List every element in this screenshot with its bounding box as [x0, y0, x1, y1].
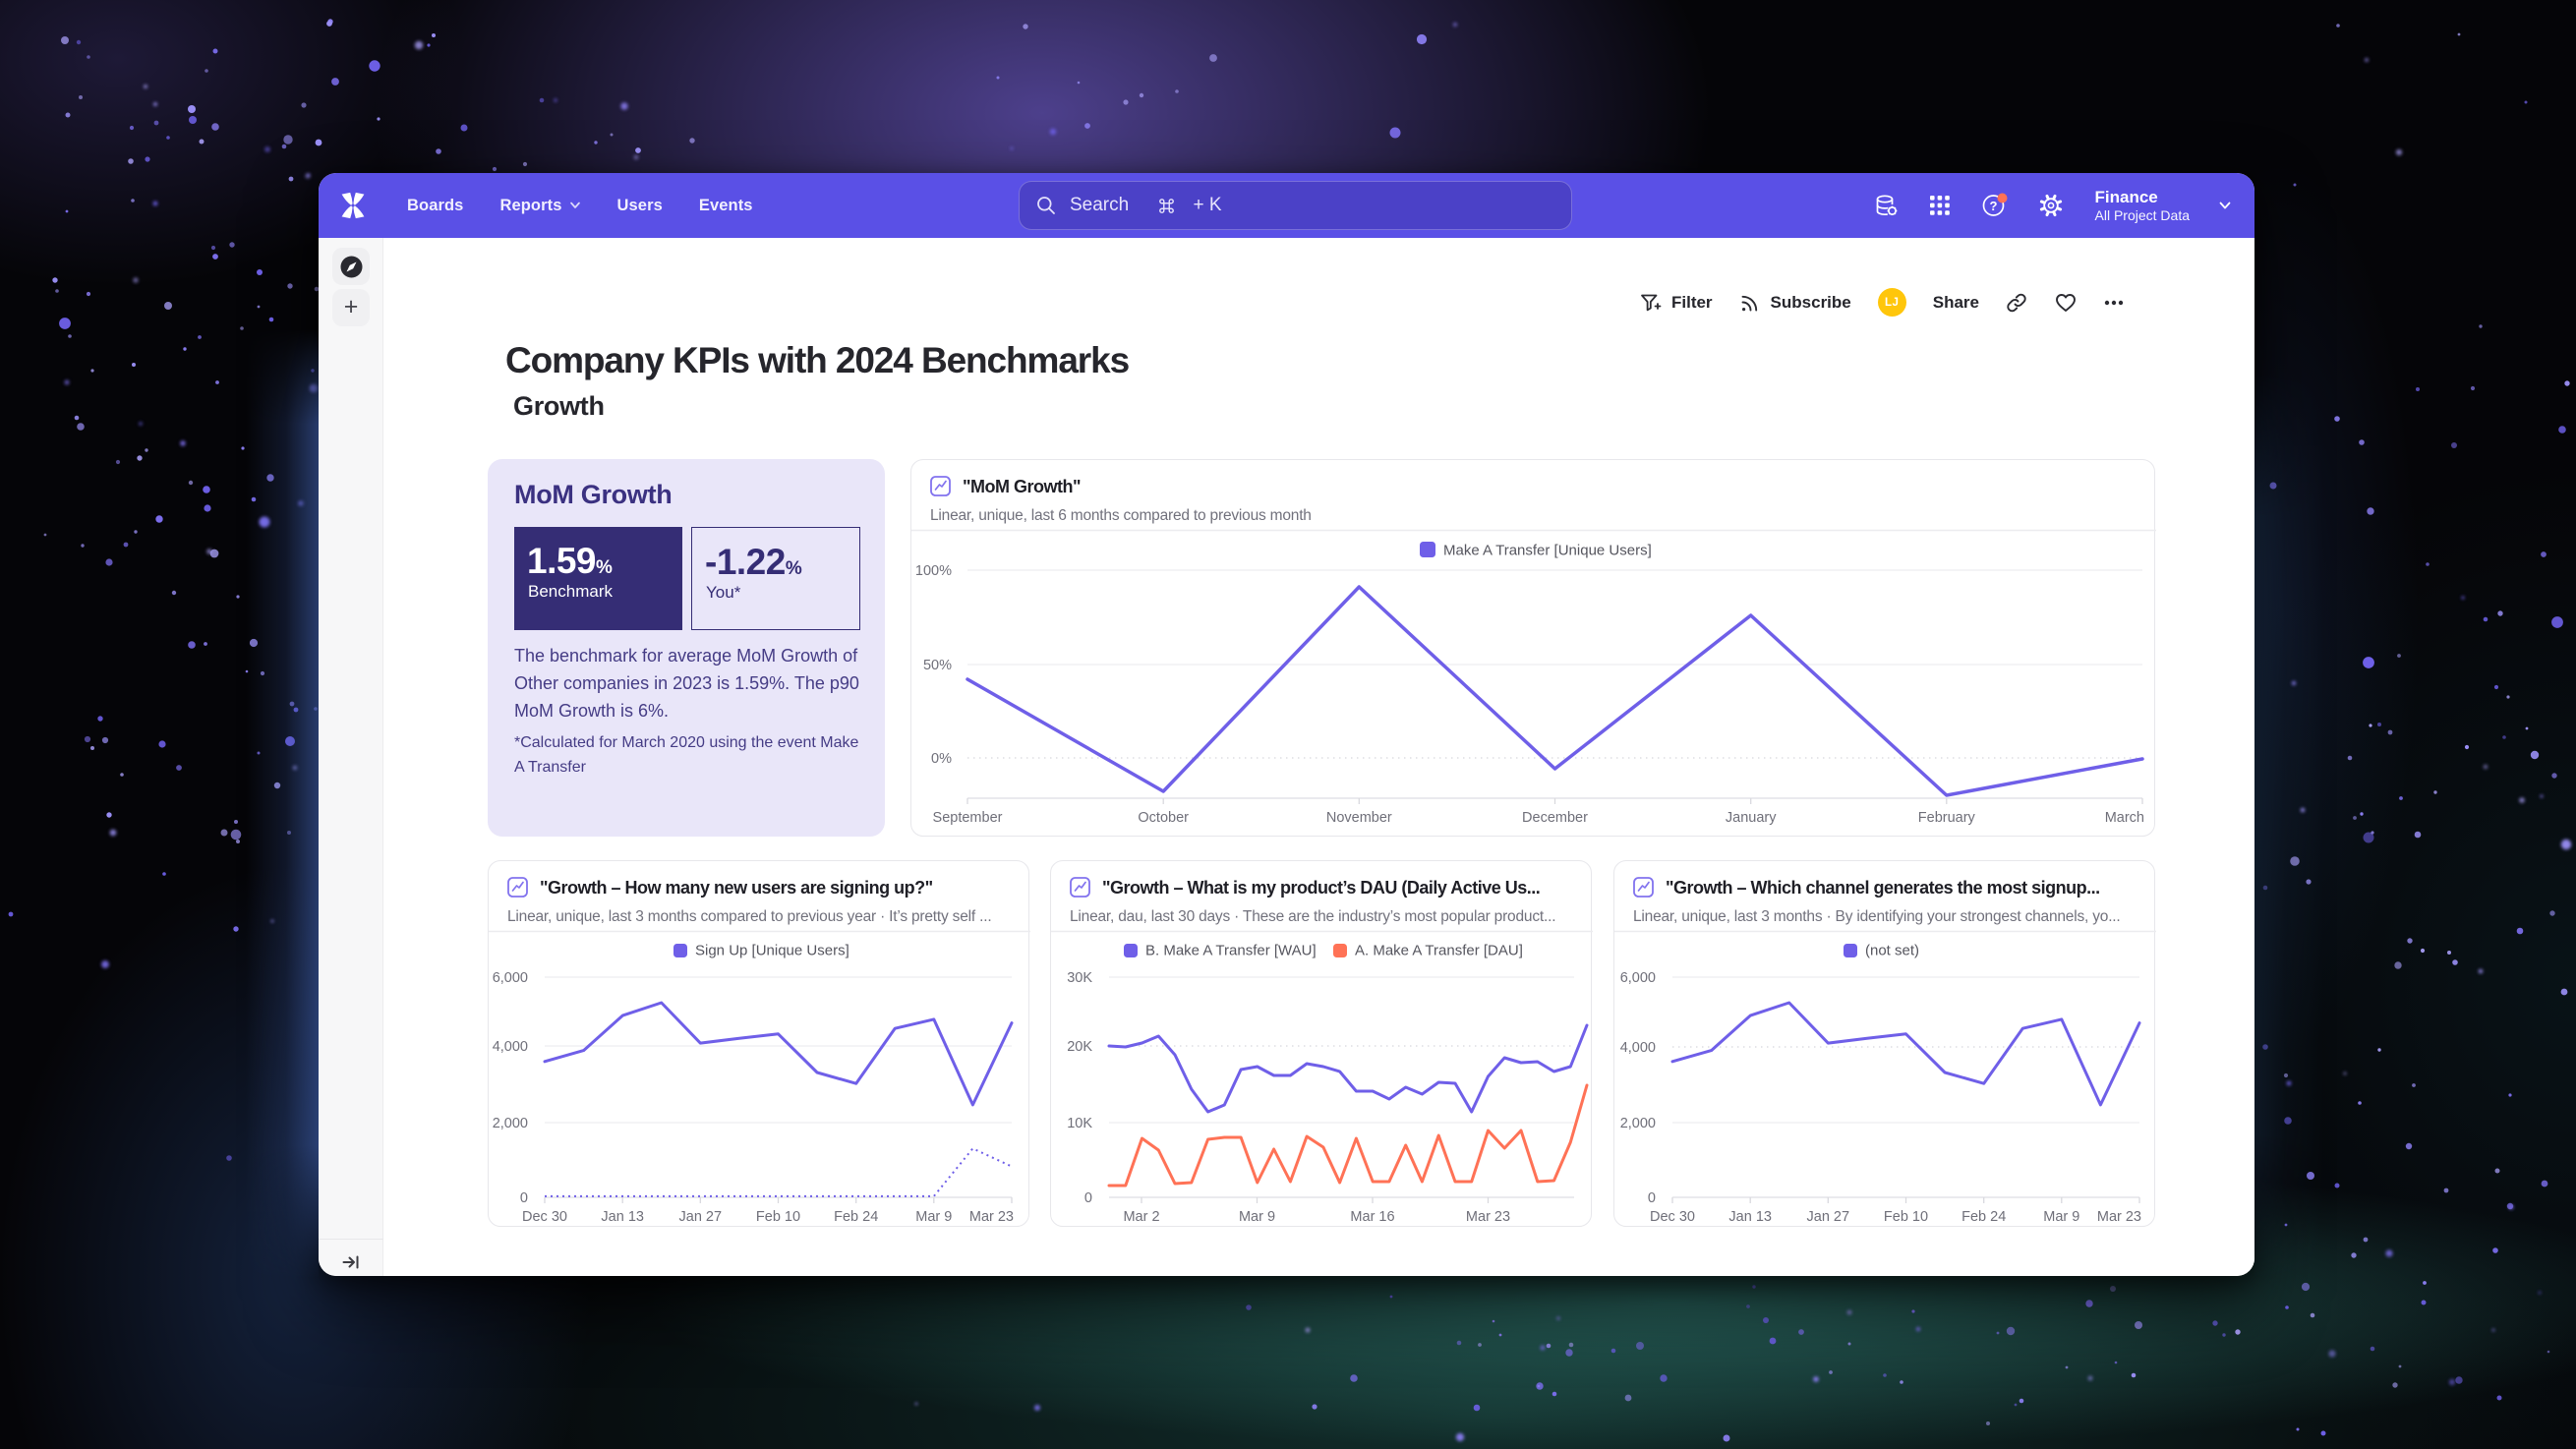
- svg-text:"Growth – What is my product’s: "Growth – What is my product’s DAU (Dail…: [1102, 878, 1540, 898]
- svg-text:"MoM Growth": "MoM Growth": [963, 477, 1081, 496]
- svg-text:0: 0: [1084, 1190, 1092, 1206]
- svg-text:B. Make A Transfer [WAU]: B. Make A Transfer [WAU]: [1145, 943, 1317, 959]
- svg-text:Linear, unique, last 3 months: Linear, unique, last 3 months · By ident…: [1633, 908, 2121, 925]
- svg-text:Mar 23: Mar 23: [2097, 1209, 2141, 1225]
- svg-text:2,000: 2,000: [1620, 1116, 1656, 1131]
- svg-text:January: January: [1726, 810, 1777, 826]
- svg-text:Mar 16: Mar 16: [1350, 1209, 1394, 1225]
- svg-text:0: 0: [1648, 1190, 1656, 1206]
- svg-text:Mar 9: Mar 9: [915, 1209, 952, 1225]
- svg-text:Feb 24: Feb 24: [1961, 1209, 2006, 1225]
- svg-text:Linear, unique, last 3 months: Linear, unique, last 3 months compared t…: [507, 908, 991, 925]
- svg-text:Linear, unique, last 6 months: Linear, unique, last 6 months compared t…: [930, 507, 1312, 524]
- svg-text:?: ?: [1989, 199, 1997, 213]
- svg-text:Mar 2: Mar 2: [1123, 1209, 1159, 1225]
- svg-text:Dec 30: Dec 30: [522, 1209, 567, 1225]
- svg-text:Mar 23: Mar 23: [969, 1209, 1014, 1225]
- svg-text:February: February: [1918, 810, 1976, 826]
- svg-text:0: 0: [520, 1190, 528, 1206]
- svg-text:10K: 10K: [1067, 1116, 1092, 1131]
- svg-text:Mar 23: Mar 23: [1466, 1209, 1510, 1225]
- svg-text:November: November: [1326, 810, 1392, 826]
- svg-text:100%: 100%: [915, 563, 952, 579]
- svg-text:Sign Up [Unique Users]: Sign Up [Unique Users]: [695, 943, 849, 959]
- svg-text:"Growth – Which channel genera: "Growth – Which channel generates the mo…: [1666, 878, 2100, 898]
- svg-text:Jan 27: Jan 27: [679, 1209, 723, 1225]
- svg-text:Dec 30: Dec 30: [1650, 1209, 1695, 1225]
- svg-text:Make A Transfer [Unique Users]: Make A Transfer [Unique Users]: [1443, 543, 1652, 559]
- svg-text:Mar 9: Mar 9: [2043, 1209, 2079, 1225]
- svg-text:20K: 20K: [1067, 1039, 1092, 1055]
- svg-text:(not set): (not set): [1865, 943, 1919, 959]
- svg-text:March: March: [2105, 810, 2144, 826]
- svg-text:Jan 27: Jan 27: [1807, 1209, 1850, 1225]
- svg-text:0%: 0%: [931, 751, 952, 767]
- svg-text:Jan 13: Jan 13: [1728, 1209, 1772, 1225]
- svg-text:2,000: 2,000: [493, 1116, 528, 1131]
- svg-text:Feb 10: Feb 10: [1884, 1209, 1928, 1225]
- svg-text:Linear, dau, last 30 days · Th: Linear, dau, last 30 days · These are th…: [1070, 908, 1555, 925]
- svg-text:Mar 9: Mar 9: [1239, 1209, 1275, 1225]
- svg-text:4,000: 4,000: [1620, 1040, 1656, 1056]
- svg-text:December: December: [1522, 810, 1588, 826]
- svg-text:4,000: 4,000: [493, 1039, 528, 1055]
- svg-text:6,000: 6,000: [493, 970, 528, 986]
- svg-text:50%: 50%: [923, 658, 952, 673]
- svg-text:6,000: 6,000: [1620, 970, 1656, 986]
- svg-text:September: September: [933, 810, 1003, 826]
- svg-text:30K: 30K: [1067, 970, 1092, 986]
- svg-text:"Growth – How many new users a: "Growth – How many new users are signing…: [540, 878, 933, 898]
- svg-text:A. Make A Transfer [DAU]: A. Make A Transfer [DAU]: [1355, 943, 1523, 959]
- svg-text:Feb 10: Feb 10: [756, 1209, 800, 1225]
- svg-text:October: October: [1138, 810, 1189, 826]
- svg-text:Jan 13: Jan 13: [601, 1209, 644, 1225]
- svg-text:Feb 24: Feb 24: [834, 1209, 878, 1225]
